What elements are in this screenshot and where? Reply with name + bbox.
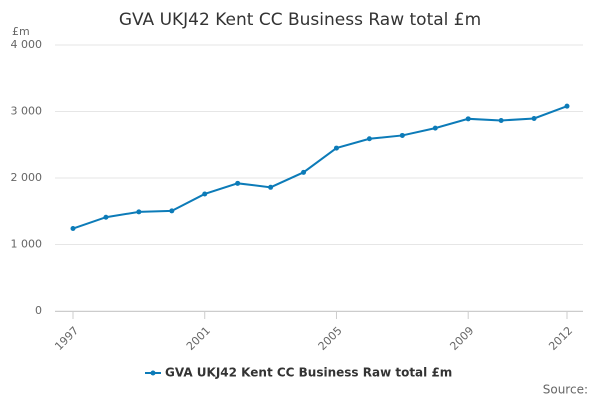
point: [235, 180, 241, 186]
point: [70, 226, 76, 232]
y-tick-label: 0: [35, 304, 42, 317]
point: [366, 136, 372, 142]
legend-marker: [150, 370, 156, 376]
point: [202, 191, 208, 197]
source: Source:: [543, 383, 588, 397]
x-tick-label: 2012: [546, 324, 575, 353]
x-tick-label: 2009: [447, 324, 476, 353]
point: [498, 117, 504, 123]
point: [103, 214, 109, 220]
chart-title: GVA UKJ42 Kent CC Business Raw total £m: [119, 10, 481, 30]
point: [268, 184, 274, 190]
point: [564, 103, 570, 109]
point: [432, 125, 438, 131]
x-tick-label: 2001: [184, 324, 213, 353]
point: [531, 115, 537, 121]
legend-label: GVA UKJ42 Kent CC Business Raw total £m: [165, 366, 452, 380]
point: [465, 116, 471, 122]
x-tick-label: 1997: [52, 324, 81, 353]
point: [333, 145, 339, 151]
point: [136, 209, 142, 215]
y-tick-label: 2 000: [11, 171, 43, 184]
point: [169, 208, 175, 214]
x-tick-label: 2005: [316, 324, 345, 353]
y-tick-label: 4 000: [11, 38, 43, 51]
y-tick-label: 3 000: [11, 105, 43, 118]
line: [72, 105, 568, 230]
point: [399, 132, 405, 138]
y-tick-label: 1 000: [11, 238, 43, 251]
y-unit: £m: [12, 25, 30, 38]
point: [301, 169, 307, 175]
